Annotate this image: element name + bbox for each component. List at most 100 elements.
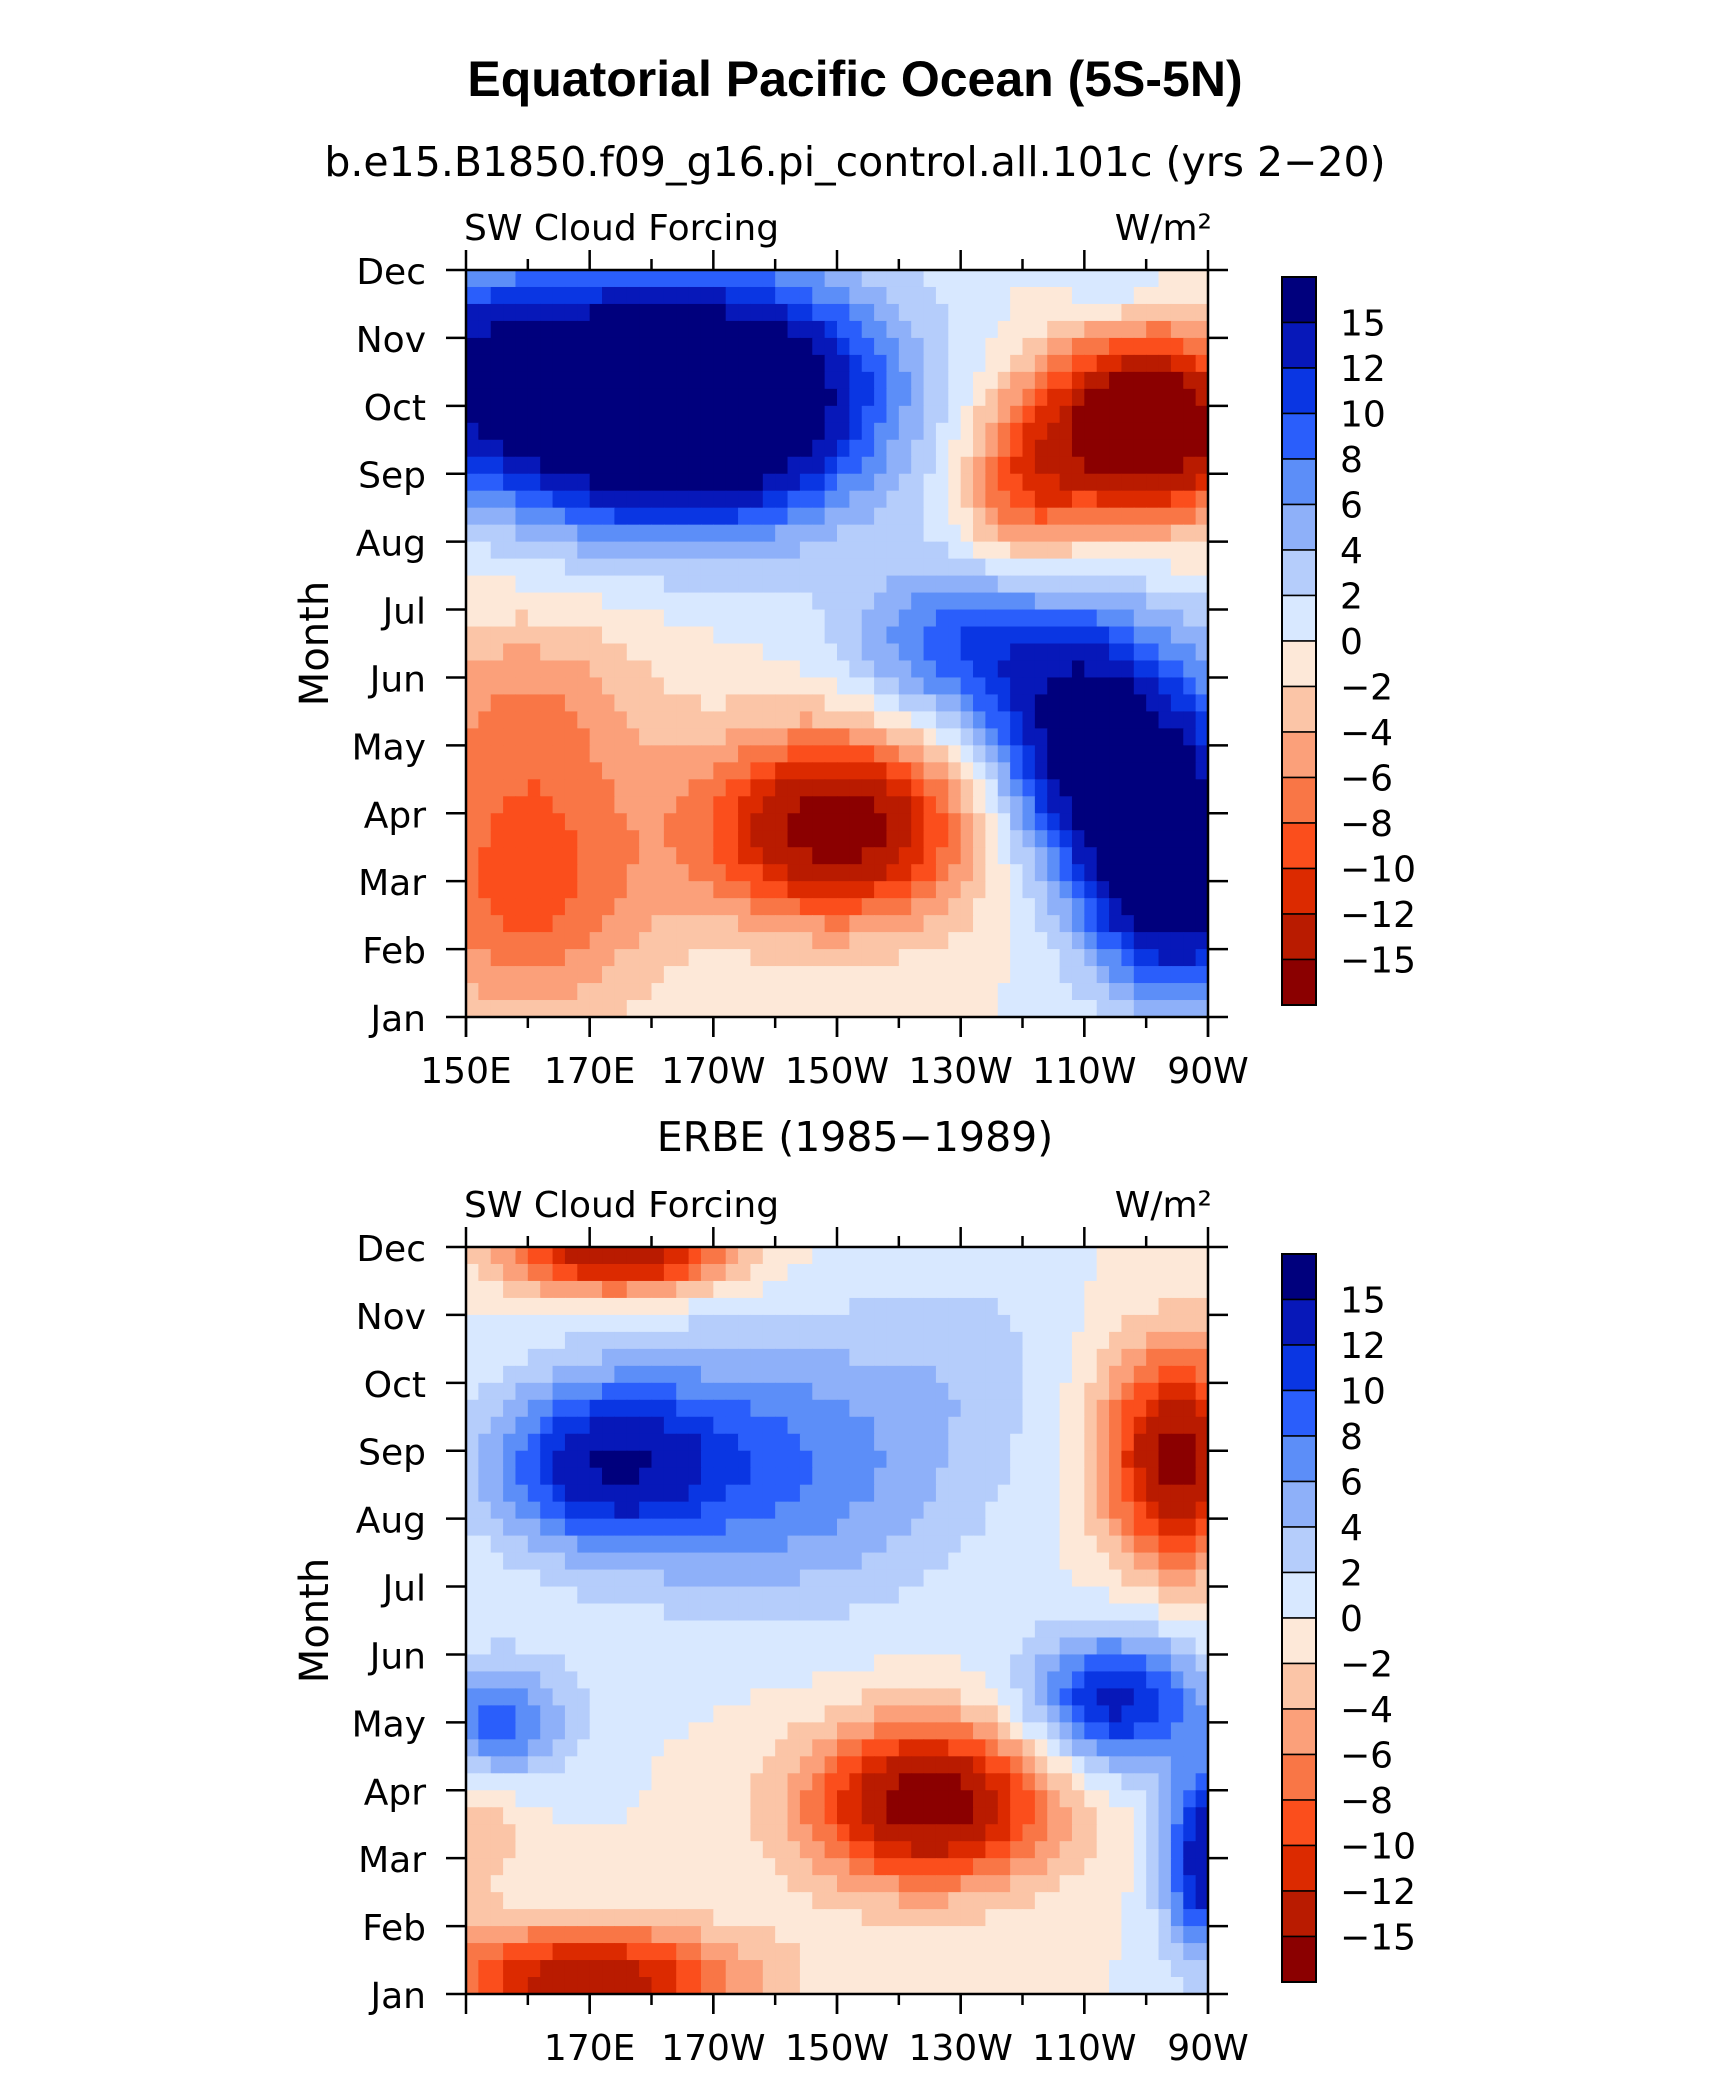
obs-field-cell [874, 1705, 887, 1723]
obs-field-cell [998, 1756, 1011, 1774]
obs-field-cell [639, 1434, 652, 1452]
obs-field-cell [948, 1807, 961, 1825]
model-field-cell [825, 796, 838, 814]
obs-field-cell [750, 1807, 763, 1825]
obs-field-cell [1010, 1587, 1023, 1605]
model-field-cell [590, 338, 603, 356]
model-field-cell [689, 559, 702, 577]
model-field-cell [1097, 627, 1110, 645]
obs-field-cell [1097, 1604, 1110, 1622]
obs-field-cell [503, 1349, 516, 1367]
obs-field-cell [788, 1858, 801, 1876]
obs-field-cell [763, 1790, 776, 1808]
model-field-cell [713, 762, 726, 780]
obs-field-cell [1134, 1654, 1147, 1672]
model-field-cell [590, 440, 603, 458]
model-field-cell [862, 864, 875, 882]
model-field-cell [664, 576, 677, 594]
obs-field-cell [614, 1841, 627, 1859]
obs-field-cell [1171, 1621, 1184, 1639]
model-field-cell [862, 627, 875, 645]
model-field-cell [924, 728, 937, 746]
model-field-cell [713, 728, 726, 746]
model-field-cell [639, 270, 652, 288]
obs-field-cell [528, 1451, 541, 1469]
model-field-cell [1134, 270, 1147, 288]
model-field-cell [553, 796, 566, 814]
obs-field-cell [961, 1434, 974, 1452]
model-field-cell [627, 355, 640, 373]
model-field-cell [936, 338, 949, 356]
obs-field-cell [1047, 1349, 1060, 1367]
model-field-cell [590, 694, 603, 712]
model-field-cell [503, 915, 516, 933]
model-field-cell [614, 915, 627, 933]
model-field-cell [701, 372, 714, 390]
obs-field-cell [713, 1366, 726, 1384]
model-field-cell [639, 321, 652, 339]
obs-field-cell [788, 1739, 801, 1757]
obs-field-cell [738, 1858, 751, 1876]
model-field-cell [738, 508, 751, 526]
model-field-cell [788, 593, 801, 611]
model-field-cell [849, 864, 862, 882]
model-field-cell [862, 949, 875, 967]
obs-field-cell [973, 1247, 986, 1265]
model-field-cell [689, 745, 702, 763]
model-field-cell [985, 711, 998, 729]
obs-field-cell [899, 1637, 912, 1655]
model-field-cell [886, 457, 899, 475]
model-field-cell [1171, 847, 1184, 865]
obs-field-cell [998, 1264, 1011, 1282]
obs-field-cell [713, 1858, 726, 1876]
obs-field-cell [1171, 1773, 1184, 1791]
model-field-cell [491, 338, 504, 356]
obs-field-cell [998, 1824, 1011, 1842]
obs-field-cell [1072, 1790, 1085, 1808]
model-field-cell [627, 338, 640, 356]
model-field-cell [812, 525, 825, 543]
obs-field-cell [577, 1366, 590, 1384]
obs-field-cell [726, 1756, 739, 1774]
obs-field-cell [602, 1587, 615, 1605]
obs-field-cell [528, 1247, 541, 1265]
obs-field-cell [664, 1621, 677, 1639]
obs-field-cell [1097, 1553, 1110, 1571]
obs-field-cell [862, 1468, 875, 1486]
obs-field-cell [602, 1400, 615, 1418]
model-field-cell [1159, 270, 1172, 288]
obs-field-cell [750, 1264, 763, 1282]
model-field-cell [1060, 287, 1073, 305]
obs-field-cell [1146, 1739, 1159, 1757]
obs-field-cell [676, 1315, 689, 1333]
model-field-cell [491, 559, 504, 577]
obs-field-cell [849, 1298, 862, 1316]
model-field-cell [961, 830, 974, 848]
model-field-cell [1097, 813, 1110, 831]
obs-field-cell [503, 1739, 516, 1757]
model-field-cell [1010, 576, 1023, 594]
obs-field-cell [528, 1790, 541, 1808]
obs-field-cell [1134, 1688, 1147, 1706]
model-field-cell [627, 576, 640, 594]
obs-field-cell [800, 1604, 813, 1622]
obs-field-cell [1072, 1400, 1085, 1418]
obs-field-cell [466, 1570, 479, 1588]
model-field-cell [639, 423, 652, 441]
model-field-cell [899, 627, 912, 645]
model-field-cell [1159, 287, 1172, 305]
obs-field-cell [911, 1570, 924, 1588]
obs-field-cell [1010, 1502, 1023, 1520]
model-field-cell [602, 677, 615, 695]
model-field-cell [540, 321, 553, 339]
model-field-cell [1060, 304, 1073, 322]
obs-field-cell [750, 1671, 763, 1689]
model-field-cell [478, 593, 491, 611]
obs-field-cell [713, 1417, 726, 1435]
obs-field-cell [961, 1298, 974, 1316]
model-field-cell [726, 728, 739, 746]
obs-field-cell [800, 1722, 813, 1740]
obs-field-cell [1109, 1383, 1122, 1401]
obs-field-cell [713, 1671, 726, 1689]
model-field-cell [825, 694, 838, 712]
